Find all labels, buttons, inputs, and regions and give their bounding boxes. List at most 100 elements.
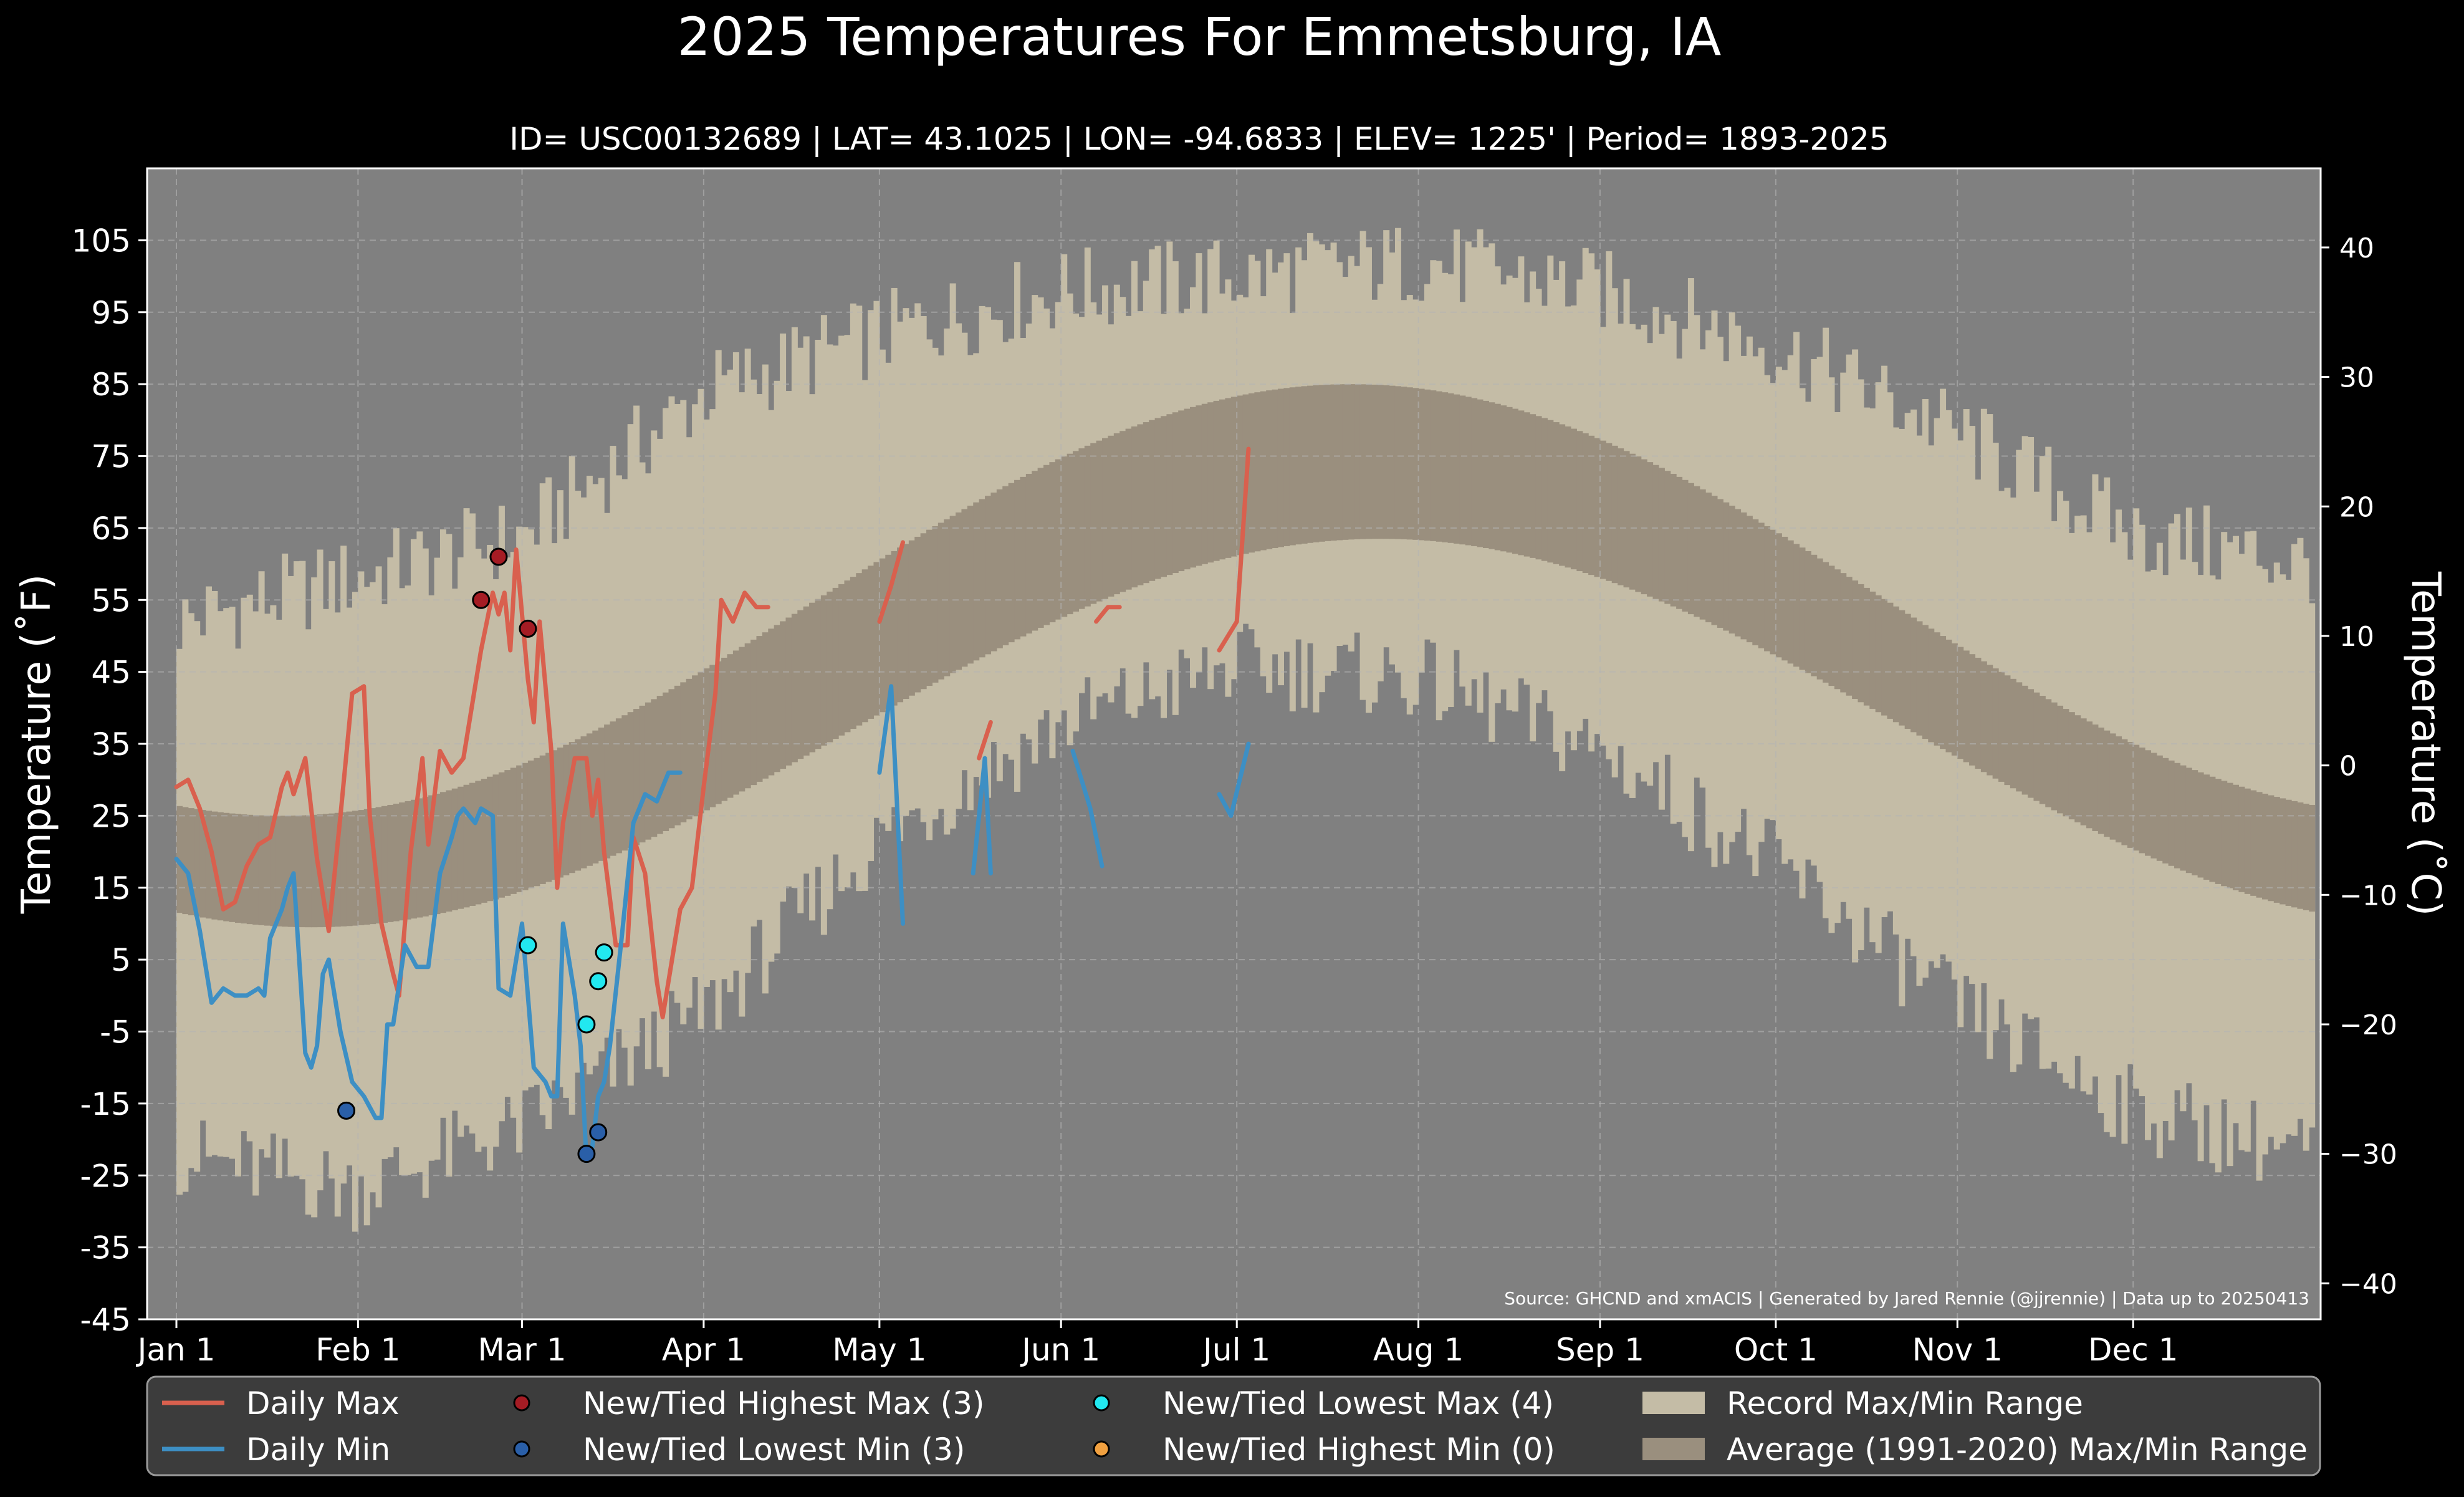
normal-range-bar bbox=[1940, 636, 1947, 749]
x-tick-label: Dec 1 bbox=[2088, 1332, 2178, 1368]
x-tick-label: Jun 1 bbox=[1020, 1332, 1100, 1368]
normal-range-bar bbox=[575, 739, 582, 871]
legend-swatch-marker bbox=[513, 1394, 530, 1412]
legend-swatch-marker bbox=[1093, 1394, 1110, 1412]
normal-range-bar bbox=[2145, 750, 2152, 856]
normal-range-bar bbox=[557, 747, 563, 878]
normal-range-bar bbox=[2203, 774, 2210, 880]
normal-range-bar bbox=[1834, 569, 1841, 690]
normal-range-bar bbox=[1482, 400, 1489, 549]
normal-range-bar bbox=[1928, 628, 1935, 743]
legend-label: Average (1991-2020) Max/Min Range bbox=[1727, 1432, 2308, 1468]
left-tick-label: -45 bbox=[80, 1302, 131, 1338]
normal-range-bar bbox=[1588, 435, 1595, 575]
daily-max-line bbox=[877, 540, 905, 624]
normal-range-bar bbox=[996, 489, 1003, 648]
normal-range-bar bbox=[1424, 389, 1431, 541]
normal-range-bar bbox=[1945, 639, 1952, 753]
normal-range-bar bbox=[2221, 781, 2228, 887]
normal-range-bar bbox=[422, 797, 429, 917]
normal-range-bar bbox=[1230, 397, 1237, 557]
normal-range-bar bbox=[2185, 768, 2192, 874]
normal-range-bar bbox=[1910, 617, 1917, 733]
normal-range-bar bbox=[663, 692, 669, 831]
normal-range-bar bbox=[1025, 474, 1032, 634]
normal-range-bar bbox=[1330, 384, 1337, 541]
normal-range-bar bbox=[1828, 566, 1835, 686]
chart-subtitle: ID= USC00132689 | LAT= 43.1025 | LON= -9… bbox=[509, 121, 1889, 157]
normal-range-bar bbox=[633, 709, 640, 845]
normal-range-bar bbox=[1664, 471, 1671, 604]
normal-range-bar bbox=[920, 533, 927, 690]
normal-range-bar bbox=[463, 784, 470, 908]
normal-range-bar bbox=[2028, 689, 2035, 798]
left-tick-label: -35 bbox=[80, 1230, 131, 1266]
normal-range-bar bbox=[1032, 471, 1038, 631]
normal-range-bar bbox=[1219, 399, 1226, 560]
normal-range-bar bbox=[1266, 390, 1273, 549]
record-low-max-marker bbox=[519, 936, 537, 955]
normal-range-bar bbox=[903, 544, 909, 700]
normal-range-bar bbox=[1289, 387, 1296, 546]
normal-range-bar bbox=[1418, 388, 1425, 541]
record-low-min-marker bbox=[589, 1123, 608, 1142]
normal-range-bar bbox=[721, 657, 728, 801]
normal-range-bar bbox=[885, 554, 892, 709]
normal-range-bar bbox=[785, 617, 792, 766]
left-tick-label: -25 bbox=[80, 1158, 131, 1194]
normal-range-bar bbox=[1359, 384, 1366, 539]
normal-range-bar bbox=[1108, 435, 1115, 597]
left-tick-label: 105 bbox=[72, 223, 131, 259]
legend-entry: New/Tied Lowest Min (3) bbox=[513, 1432, 965, 1468]
normal-range-bar bbox=[434, 793, 441, 915]
normal-range-bar bbox=[2233, 784, 2240, 890]
normal-range-bar bbox=[1694, 486, 1700, 617]
normal-range-bar bbox=[2197, 772, 2204, 878]
normal-range-bar bbox=[522, 763, 529, 890]
daily-max-line bbox=[977, 720, 993, 761]
legend-entry: Daily Max bbox=[162, 1385, 400, 1422]
left-tick-label: 35 bbox=[91, 726, 131, 763]
normal-range-bar bbox=[1811, 554, 1818, 676]
normal-range-bar bbox=[615, 718, 622, 854]
normal-range-bar bbox=[1599, 440, 1606, 579]
normal-range-bar bbox=[1014, 479, 1021, 640]
normal-range-bar bbox=[1629, 453, 1636, 590]
normal-range-bar bbox=[762, 632, 769, 779]
normal-range-bar bbox=[2244, 788, 2251, 894]
normal-range-bar bbox=[1852, 580, 1859, 700]
normal-range-bar bbox=[1442, 392, 1449, 542]
normal-range-bar bbox=[346, 811, 353, 927]
normal-range-bar bbox=[645, 702, 651, 840]
normal-range-bar bbox=[879, 558, 886, 713]
normal-range-bar bbox=[1987, 665, 1993, 776]
normal-range-bar bbox=[703, 668, 710, 811]
normal-range-bar bbox=[639, 705, 646, 843]
normal-range-bar bbox=[1389, 385, 1396, 539]
normal-range-bar bbox=[258, 815, 265, 925]
normal-range-bar bbox=[756, 636, 763, 782]
daily-min-line bbox=[971, 756, 993, 876]
left-tick-label: 65 bbox=[91, 511, 131, 547]
normal-range-bar bbox=[1535, 416, 1542, 560]
normal-range-bar bbox=[668, 689, 675, 829]
left-tick-label: 25 bbox=[91, 798, 131, 834]
normal-range-bar bbox=[709, 665, 716, 807]
normal-range-bar bbox=[1582, 433, 1589, 574]
normal-range-bar bbox=[832, 587, 839, 739]
normal-range-bar bbox=[1377, 385, 1384, 539]
normal-range-bar bbox=[358, 810, 365, 925]
normal-range-bar bbox=[1401, 387, 1407, 539]
right-tick-label: 30 bbox=[2339, 362, 2374, 394]
normal-range-bar bbox=[1840, 573, 1847, 693]
normal-range-bar bbox=[387, 804, 394, 922]
normal-range-bar bbox=[399, 802, 406, 921]
record-low-max-marker bbox=[577, 1015, 596, 1034]
normal-range-bar bbox=[1705, 493, 1712, 623]
normal-range-bar bbox=[627, 712, 634, 848]
left-tick-label: -15 bbox=[80, 1086, 131, 1122]
normal-range-bar bbox=[827, 591, 833, 743]
record-range-bar bbox=[803, 336, 810, 874]
normal-range-bar bbox=[1237, 395, 1244, 556]
normal-range-bar bbox=[475, 781, 482, 905]
